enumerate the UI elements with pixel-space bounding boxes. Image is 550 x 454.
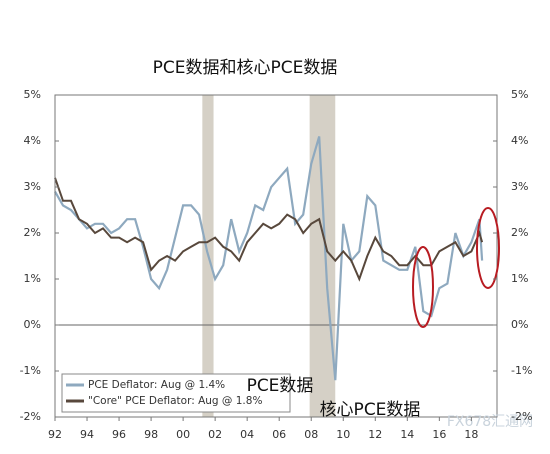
annotation: 核心PCE数据 <box>320 400 421 420</box>
legend-label: "Core" PCE Deflator: Aug @ 1.8% <box>88 395 262 407</box>
plot <box>54 95 497 417</box>
y-tick-label: 5% <box>24 88 41 101</box>
x-tick-label: 00 <box>176 428 190 441</box>
y-tick-label: -2% <box>20 410 41 423</box>
watermark: FX678汇通网 <box>447 414 533 430</box>
y-tick-label: 0% <box>24 318 41 331</box>
x-tick-label: 12 <box>368 428 382 441</box>
x-tick-label: 14 <box>400 428 414 441</box>
chart-title: PCE数据和核心PCE数据 <box>153 58 338 78</box>
y2-tick-label: 2% <box>511 226 528 239</box>
x-tick-label: 16 <box>432 428 446 441</box>
highlight-ellipse <box>476 207 500 289</box>
y2-tick-label: 3% <box>511 180 528 193</box>
x-tick-label: 92 <box>48 428 62 441</box>
series-line <box>54 136 484 381</box>
x-tick-label: 04 <box>240 428 254 441</box>
x-tick-label: 96 <box>112 428 126 441</box>
y2-tick-label: -1% <box>511 364 532 377</box>
y-tick-label: -1% <box>20 364 41 377</box>
highlight-ellipse <box>412 246 434 328</box>
x-tick-label: 06 <box>272 428 286 441</box>
legend-label: PCE Deflator: Aug @ 1.4% <box>88 379 225 391</box>
y-tick-label: 1% <box>24 272 41 285</box>
y-tick-label: 3% <box>24 180 41 193</box>
x-tick-label: 08 <box>304 428 318 441</box>
x-tick-label: 02 <box>208 428 222 441</box>
x-tick-label: 98 <box>144 428 158 441</box>
y2-tick-label: 1% <box>511 272 528 285</box>
x-tick-label: 10 <box>336 428 350 441</box>
x-tick-label: 18 <box>464 428 478 441</box>
y2-tick-label: 5% <box>511 88 528 101</box>
legend <box>61 373 291 413</box>
plot-frame <box>54 94 498 418</box>
y-tick-label: 2% <box>24 226 41 239</box>
y2-tick-label: 4% <box>511 134 528 147</box>
y2-tick-label: -2% <box>511 410 532 423</box>
y2-tick-label: 0% <box>511 318 528 331</box>
annotation: PCE数据 <box>247 376 314 396</box>
series-line <box>54 177 484 282</box>
x-tick-label: 94 <box>80 428 94 441</box>
y-tick-label: 4% <box>24 134 41 147</box>
